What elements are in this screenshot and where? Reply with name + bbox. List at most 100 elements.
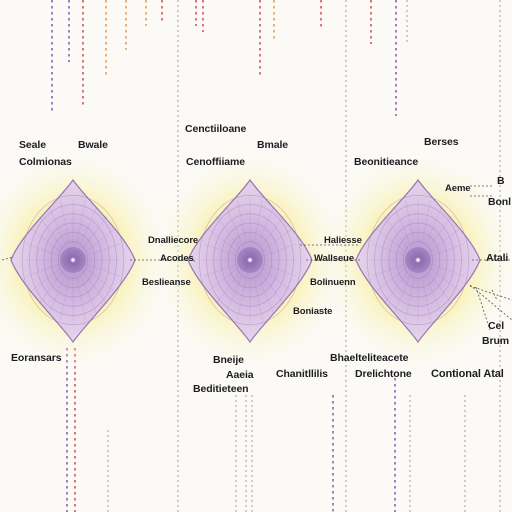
right-node-ring-7 (366, 194, 470, 326)
label-acodes: Acodes (160, 253, 194, 264)
right-node-ray-14 (371, 243, 405, 257)
leader-line-9 (469, 284, 512, 321)
left-node-ray-4 (82, 271, 108, 305)
center-node-ray-10 (215, 271, 241, 305)
right-node-ray-4 (427, 271, 453, 305)
label-eoransars: Eoransars (11, 352, 62, 364)
label-bwale: Bwale (78, 139, 108, 151)
label-wallseue: Wallseue (314, 253, 355, 264)
left-node-ray-8 (60, 275, 70, 320)
right-node-ray-11 (376, 267, 407, 292)
center-node-ray-15 (208, 228, 239, 253)
center-node-ring-6 (206, 204, 294, 316)
left-node-ring-6 (29, 204, 117, 316)
label-cel: Cel (488, 320, 505, 332)
center-node-ray-14 (203, 243, 237, 257)
right-node-ray-2 (431, 263, 465, 277)
label-b-edge: B (497, 175, 505, 187)
center-node-ring-4 (220, 222, 280, 298)
left-node-ray-21 (79, 206, 98, 247)
right-node-ray-9 (393, 273, 412, 314)
left-node-ray-3 (84, 267, 115, 292)
center-node-ring-7 (198, 194, 302, 326)
right-node-ray-6 (421, 275, 431, 320)
left-node-ray-22 (82, 215, 108, 249)
left-node-ray-16 (38, 215, 64, 249)
label-atali: Atali (486, 252, 509, 264)
right-node-ray-23 (429, 228, 460, 253)
label-bhaelteliteacete: Bhaelteliteacete (330, 352, 409, 364)
right-node-ray-16 (383, 215, 409, 249)
center-node-ring-2 (235, 241, 265, 279)
right-node-ring-4 (388, 222, 448, 298)
center-node-ray-2 (263, 263, 297, 277)
center-node-core-dot (248, 258, 252, 262)
label-beonitieance: Beonitieance (354, 156, 419, 168)
right-node-ray-17 (393, 206, 412, 247)
center-node-ray-5 (256, 273, 275, 314)
center-node-ray-3 (261, 267, 292, 292)
label-aaeia: Aaeia (226, 369, 254, 381)
label-bonl: Bonl (488, 196, 511, 208)
node-layer (0, 145, 512, 375)
center-node-ray-8 (237, 275, 247, 320)
label-bneije: Bneije (213, 354, 244, 366)
label-seale: Seale (19, 139, 46, 151)
right-node (314, 145, 512, 375)
label-beslieanse: Beslieanse (142, 277, 191, 288)
leader-line-3 (189, 257, 197, 263)
label-colmionas: Colmionas (19, 156, 72, 168)
leader-lines (1, 185, 512, 331)
leader-line-10 (469, 285, 512, 301)
left-node-ray-9 (48, 273, 67, 314)
label-brum: Brum (482, 335, 510, 347)
center-node-ray-6 (253, 275, 263, 320)
label-berses: Berses (424, 136, 459, 148)
label-chanitllilis: Chanitllilis (276, 368, 328, 380)
center-node-ray-20 (253, 200, 263, 245)
left-node-ray-20 (76, 200, 86, 245)
right-node-ray-18 (405, 200, 415, 245)
label-cenctiiloane: Cenctiiloane (185, 123, 247, 135)
left-node-ray-2 (86, 263, 120, 277)
right-node-ray-10 (383, 271, 409, 305)
center-node-ray-17 (225, 206, 244, 247)
left-node-core-dot (71, 258, 75, 262)
left-node-ray-6 (76, 275, 86, 320)
label-dnalliecore: Dnalliecore (148, 235, 199, 246)
label-beditieteen: Beditieteen (193, 383, 249, 395)
left-node-ray-18 (60, 200, 70, 245)
center-node-ray-16 (215, 215, 241, 249)
right-node-ring-2 (403, 241, 433, 279)
label-drelichtone: Drelichtone (355, 368, 412, 380)
center-node-ray-18 (237, 200, 247, 245)
left-node-ray-23 (84, 228, 115, 253)
label-bolinuenn: Bolinuenn (310, 277, 356, 288)
center-node-ray-21 (256, 206, 275, 247)
center-node-ray-12 (203, 263, 237, 277)
center-node-ray-11 (208, 267, 239, 292)
right-node-ray-24 (431, 243, 465, 257)
leader-line-11 (475, 286, 491, 331)
left-node-ring-5 (36, 213, 110, 307)
right-node-ray-21 (424, 206, 443, 247)
right-node-ray-8 (405, 275, 415, 320)
right-node-ray-12 (371, 263, 405, 277)
label-boniaste: Boniaste (293, 306, 333, 317)
label-aeme: Aeme (445, 183, 471, 194)
left-node-ring-3 (50, 231, 96, 289)
left-node-ray-14 (26, 243, 60, 257)
left-node-ring-2 (58, 241, 88, 279)
label-haliesse: Haliesse (324, 235, 362, 246)
right-node-ray-5 (424, 273, 443, 314)
center-node-ray-23 (261, 228, 292, 253)
right-node-ring-3 (395, 231, 441, 289)
left-node-ring-7 (21, 194, 125, 326)
center-node-ray-24 (263, 243, 297, 257)
left-node (0, 145, 177, 375)
center-node (146, 145, 354, 375)
right-node-ring-5 (381, 213, 455, 307)
left-node-ray-12 (26, 263, 60, 277)
